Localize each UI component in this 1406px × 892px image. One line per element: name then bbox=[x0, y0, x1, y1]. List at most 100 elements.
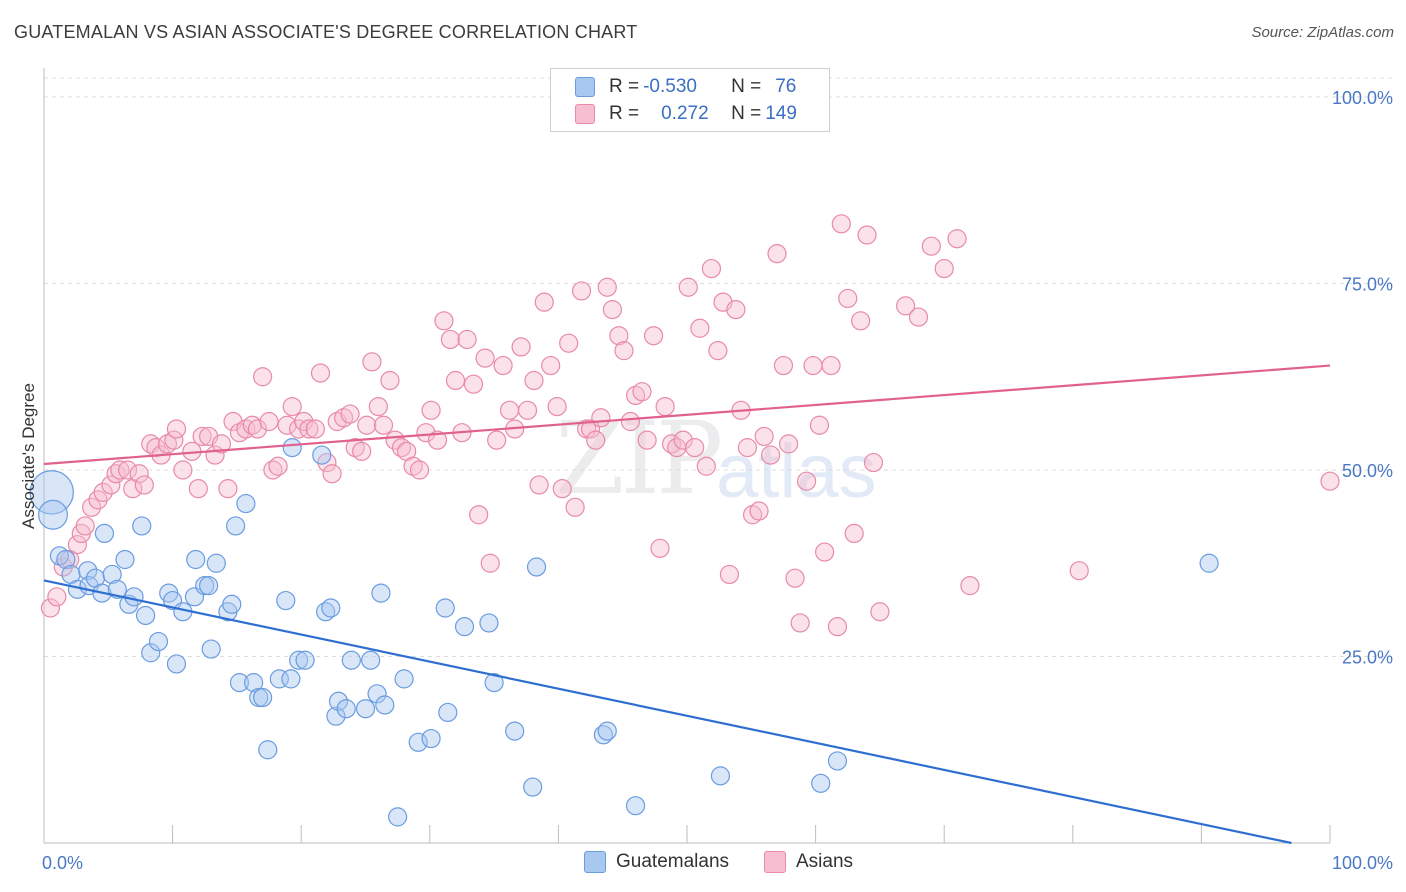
bottom-legend-label: Guatemalans bbox=[616, 851, 730, 872]
guatemalans-point bbox=[236, 493, 256, 514]
legend-r-value: 0.272 bbox=[661, 103, 709, 124]
asians-point bbox=[480, 553, 500, 573]
guatemalans-point bbox=[1199, 553, 1219, 573]
asians-point bbox=[547, 396, 567, 417]
legend-swatch-guatemalans bbox=[575, 77, 595, 97]
guatemalans-point bbox=[244, 673, 264, 693]
legend-n-label: N = bbox=[731, 76, 762, 97]
correlation-legend: R = -0.530 N = 76 R = 0.272 N = 149 bbox=[550, 68, 830, 132]
guatemalans-point bbox=[438, 702, 458, 723]
asians-point bbox=[469, 505, 489, 525]
guatemalans-point bbox=[361, 650, 381, 670]
legend-row-asians: R = 0.272 N = 149 bbox=[551, 101, 797, 127]
asians-point bbox=[117, 460, 138, 480]
asians-point bbox=[809, 415, 830, 435]
chart-title: GUATEMALAN VS ASIAN ASSOCIATE'S DEGREE C… bbox=[14, 22, 638, 42]
asians-point bbox=[602, 300, 623, 320]
guatemalans-point bbox=[281, 669, 301, 689]
asians-point bbox=[790, 613, 810, 633]
bottom-legend-guatemalans: Guatemalans bbox=[584, 851, 729, 873]
asians-point bbox=[352, 441, 372, 461]
asians-point bbox=[760, 445, 781, 465]
guatemalans-point bbox=[312, 445, 332, 465]
x-tick-label: 100.0% bbox=[1332, 853, 1393, 873]
asians-trend-line bbox=[43, 364, 1331, 466]
asians-point bbox=[565, 497, 585, 517]
asians-point bbox=[211, 434, 232, 454]
asians-point bbox=[821, 355, 841, 376]
asians-point bbox=[870, 602, 890, 622]
asians-point bbox=[421, 400, 441, 420]
asians-point bbox=[475, 348, 495, 368]
asians-point bbox=[650, 538, 670, 558]
y-tick-label: 100.0% bbox=[1332, 88, 1393, 108]
guatemalans-point bbox=[141, 643, 161, 663]
guatemalans-point bbox=[166, 654, 187, 674]
axis-labels: 100.0% 75.0% 50.0% 25.0% 0.0% 100.0% Associate… bbox=[19, 88, 1393, 873]
asians-point bbox=[416, 423, 436, 443]
y-axis-title: Associate's Degree bbox=[19, 383, 38, 529]
asians-point bbox=[614, 341, 634, 361]
asians-point bbox=[310, 363, 331, 383]
asians-point bbox=[827, 617, 848, 637]
guatemalans-point bbox=[355, 699, 376, 719]
asians-point bbox=[391, 438, 412, 458]
guatemalans-point bbox=[479, 613, 499, 633]
asians-point bbox=[643, 326, 664, 346]
asians-point bbox=[934, 258, 954, 279]
legend-n-label: N = bbox=[731, 103, 762, 124]
asians-point bbox=[559, 333, 579, 353]
axes bbox=[43, 68, 1331, 844]
asians-point bbox=[785, 568, 805, 588]
asians-point bbox=[767, 244, 787, 264]
guatemalans-point bbox=[199, 576, 219, 596]
asians-point bbox=[620, 411, 641, 432]
asians-point bbox=[737, 438, 758, 458]
asians-point bbox=[534, 292, 554, 312]
bottom-legend-asians: Asians bbox=[764, 851, 853, 873]
guatemalans-point bbox=[201, 639, 221, 659]
asians-point bbox=[385, 430, 405, 450]
asians-point bbox=[106, 464, 126, 484]
asians-point bbox=[749, 501, 769, 521]
asians-point bbox=[67, 534, 88, 555]
y-tick-label: 50.0% bbox=[1342, 461, 1393, 481]
guatemalans-point bbox=[336, 699, 356, 719]
asians-point bbox=[857, 225, 877, 245]
asians-point bbox=[188, 479, 208, 499]
asians-point bbox=[427, 430, 448, 450]
guatemalans-point bbox=[186, 549, 206, 570]
asians-point bbox=[685, 438, 705, 458]
y-tick-label: 75.0% bbox=[1342, 275, 1393, 295]
guatemalans-point bbox=[408, 732, 428, 752]
guatemalans-point bbox=[367, 684, 387, 704]
asians-point bbox=[708, 341, 728, 361]
y-tick-label: 25.0% bbox=[1342, 648, 1393, 668]
legend-r-label: R = bbox=[609, 103, 640, 124]
guatemalans-trend-line bbox=[43, 579, 1292, 845]
guatemalans-point bbox=[710, 766, 731, 786]
asians-point bbox=[247, 419, 268, 439]
guatemalans-points bbox=[29, 438, 1219, 827]
x-tick-label: 0.0% bbox=[42, 853, 83, 873]
asians-point bbox=[362, 352, 382, 372]
asians-point bbox=[571, 281, 592, 301]
asians-point bbox=[487, 430, 507, 450]
guatemalans-point bbox=[78, 561, 98, 581]
guatemalans-point bbox=[328, 691, 349, 711]
asians-point bbox=[908, 307, 929, 327]
asians-point bbox=[690, 318, 710, 338]
guatemalans-point bbox=[375, 695, 395, 715]
asians-point bbox=[896, 296, 916, 316]
asians-point bbox=[591, 408, 611, 428]
asians-point bbox=[960, 576, 980, 596]
guatemalans-point bbox=[454, 617, 475, 637]
guatemalans-point bbox=[276, 590, 296, 611]
guatemalans-point bbox=[102, 564, 122, 585]
guatemalans-point bbox=[206, 553, 226, 573]
asians-point bbox=[164, 430, 184, 450]
asians-point bbox=[340, 404, 360, 424]
guatemalans-point bbox=[371, 583, 391, 603]
asians-point bbox=[129, 464, 149, 484]
asians-point bbox=[368, 396, 388, 417]
